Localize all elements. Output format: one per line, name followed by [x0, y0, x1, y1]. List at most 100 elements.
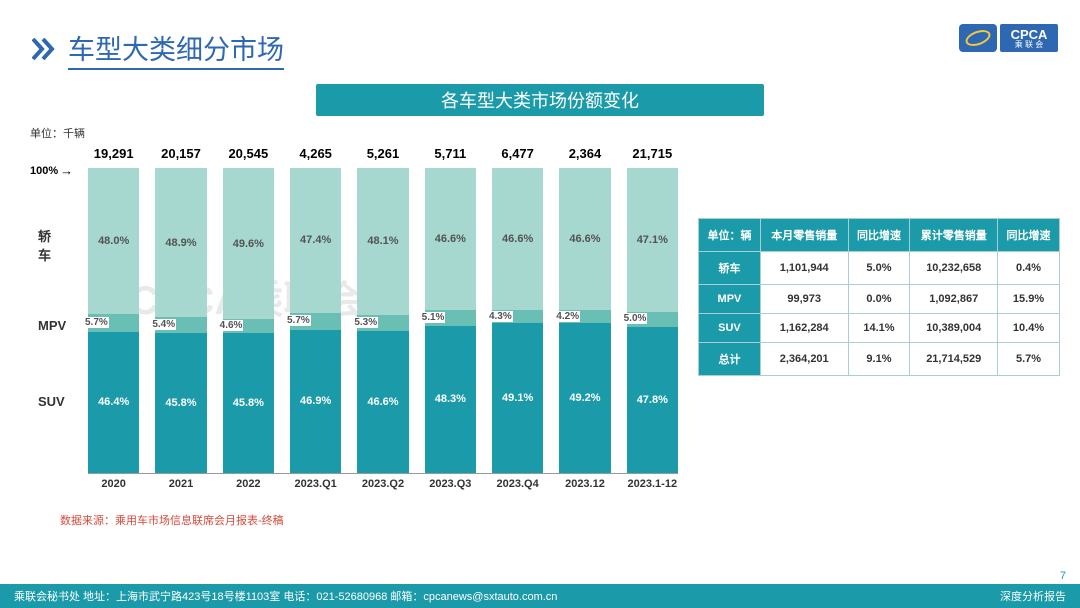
table-cell: 1,092,867 [910, 285, 998, 314]
bar-mid-label: 4.6% [219, 320, 244, 331]
table: 单位：辆本月零售销量同比增速累计零售销量同比增速轿车1,101,9445.0%1… [698, 218, 1060, 376]
bar-seg-suv: 48.3% [425, 326, 476, 473]
bar-mid-label: 5.0% [623, 313, 648, 324]
bar-mid-label: 5.7% [286, 315, 311, 326]
logo-cpca: CPCA 乘 联 会 [1000, 24, 1058, 52]
table-cell: 10,389,004 [910, 314, 998, 343]
bar-group: 4,26547.4%46.9%5.7% [290, 168, 341, 473]
table-row: 总计2,364,2019.1%21,714,5295.7% [699, 343, 1060, 376]
footer-bar: 乘联会秘书处 地址：上海市武宁路423号18号楼1103室 电话：021-526… [0, 584, 1080, 608]
table-cell: 10,232,658 [910, 252, 998, 285]
bar-seg-sedan: 48.1% [357, 168, 408, 315]
table-cell: 1,162,284 [760, 314, 848, 343]
footer-right: 深度分析报告 [1000, 588, 1066, 604]
bar-seg-suv: 45.8% [155, 333, 206, 473]
logo-cpca-text: CPCA [1011, 28, 1048, 41]
bar-seg-suv: 49.1% [492, 323, 543, 473]
bar-seg-suv: 47.8% [627, 327, 678, 473]
table-header-cell: 累计零售销量 [910, 219, 998, 252]
x-axis-label: 2023.Q1 [290, 478, 341, 490]
bar-group: 21,71547.1%47.8%5.0% [627, 168, 678, 473]
x-axis-label: 2023.Q4 [492, 478, 543, 490]
table-cell: 1,101,944 [760, 252, 848, 285]
bar-mid-label: 5.7% [84, 317, 109, 328]
bar-seg-sedan: 49.6% [223, 168, 274, 319]
bar-mid-label: 4.3% [488, 311, 513, 322]
x-axis-label: 2022 [223, 478, 274, 490]
row-label-suv: SUV [38, 394, 65, 409]
table-cell: 15.9% [998, 285, 1060, 314]
bar-seg-suv: 49.2% [559, 323, 610, 473]
x-axis-label: 2020 [88, 478, 139, 490]
table-row-head: 总计 [699, 343, 761, 376]
x-axis-label: 2023.Q2 [357, 478, 408, 490]
page-title: 车型大类细分市场 [68, 28, 284, 70]
x-axis-label: 2023.Q3 [425, 478, 476, 490]
table-cell: 2,364,201 [760, 343, 848, 376]
bar-seg-suv: 46.6% [357, 331, 408, 473]
y-axis-100: 100% → [30, 163, 73, 178]
chart-unit-label: 单位：千辆 [30, 125, 85, 141]
table-cell: 9.1% [848, 343, 910, 376]
x-axis-label: 2023.1-12 [627, 478, 678, 490]
bar-group: 5,71146.6%48.3%5.1% [425, 168, 476, 473]
bar-total-label: 6,477 [492, 146, 543, 161]
bar-total-label: 5,261 [357, 146, 408, 161]
table-row: MPV99,9730.0%1,092,86715.9% [699, 285, 1060, 314]
logo-badge-icon [959, 24, 997, 52]
table-cell: 0.0% [848, 285, 910, 314]
bars-container: 19,29148.0%46.4%5.7%20,15748.9%45.8%5.4%… [88, 168, 678, 473]
row-label-mpv: MPV [38, 318, 66, 333]
table-cell: 10.4% [998, 314, 1060, 343]
bar-group: 20,54549.6%45.8%4.6% [223, 168, 274, 473]
bar-seg-sedan: 47.1% [627, 168, 678, 312]
bar-group: 19,29148.0%46.4%5.7% [88, 168, 139, 473]
slide-root: CPCA乘联会 CPCA乘联会 车型大类细分市场 CPCA 乘 联 会 各车型大… [0, 0, 1080, 608]
bar-group: 5,26148.1%46.6%5.3% [357, 168, 408, 473]
arrow-right-icon: → [60, 163, 73, 178]
bar-seg-suv: 45.8% [223, 333, 274, 473]
table-cell: 0.4% [998, 252, 1060, 285]
bar-seg-sedan: 46.6% [559, 168, 610, 310]
bar-total-label: 2,364 [559, 146, 610, 161]
chevron-icon [30, 35, 62, 63]
bar-mid-label: 5.3% [353, 317, 378, 328]
footer-left: 乘联会秘书处 地址：上海市武宁路423号18号楼1103室 电话：021-526… [14, 588, 557, 604]
x-axis-line [88, 473, 678, 474]
bar-mid-label: 4.2% [555, 311, 580, 322]
table-cell: 5.0% [848, 252, 910, 285]
bar-mid-label: 5.1% [421, 312, 446, 323]
row-label-sedan: 轿车 [38, 226, 51, 264]
stacked-bar-chart: 单位：千辆 100% → 轿车 MPV SUV 19,29148.0%46.4%… [30, 138, 680, 533]
bar-total-label: 4,265 [290, 146, 341, 161]
table-header-cell: 本月零售销量 [760, 219, 848, 252]
chart-source: 数据来源：乘用车市场信息联席会月报表-终稿 [60, 512, 284, 528]
table-cell: 21,714,529 [910, 343, 998, 376]
chart-subtitle-bar: 各车型大类市场份额变化 [316, 84, 764, 116]
table-cell: 5.7% [998, 343, 1060, 376]
x-axis-label: 2023.12 [559, 478, 610, 490]
bar-total-label: 5,711 [425, 146, 476, 161]
bar-seg-sedan: 48.0% [88, 168, 139, 314]
bar-mid-label: 5.4% [151, 319, 176, 330]
bar-seg-sedan: 48.9% [155, 168, 206, 317]
bar-seg-sedan: 46.6% [492, 168, 543, 310]
table-row: 轿车1,101,9445.0%10,232,6580.4% [699, 252, 1060, 285]
bar-total-label: 21,715 [627, 146, 678, 161]
bar-seg-sedan: 46.6% [425, 168, 476, 310]
x-axis-labels: 2020 2021 2022 2023.Q1 2023.Q2 2023.Q3 2023.Q4… [88, 478, 678, 490]
table-header-cell: 单位：辆 [699, 219, 761, 252]
bar-group: 2,36446.6%49.2%4.2% [559, 168, 610, 473]
table-row-head: 轿车 [699, 252, 761, 285]
table-cell: 99,973 [760, 285, 848, 314]
bar-seg-suv: 46.4% [88, 332, 139, 473]
table-header-cell: 同比增速 [998, 219, 1060, 252]
bar-seg-sedan: 47.4% [290, 168, 341, 313]
bar-total-label: 20,157 [155, 146, 206, 161]
y-axis-100-text: 100% [30, 165, 58, 177]
table-cell: 14.1% [848, 314, 910, 343]
table-row-head: MPV [699, 285, 761, 314]
logo-cpca-sub: 乘 联 会 [1015, 41, 1043, 49]
bar-group: 6,47746.6%49.1%4.3% [492, 168, 543, 473]
x-axis-label: 2021 [155, 478, 206, 490]
